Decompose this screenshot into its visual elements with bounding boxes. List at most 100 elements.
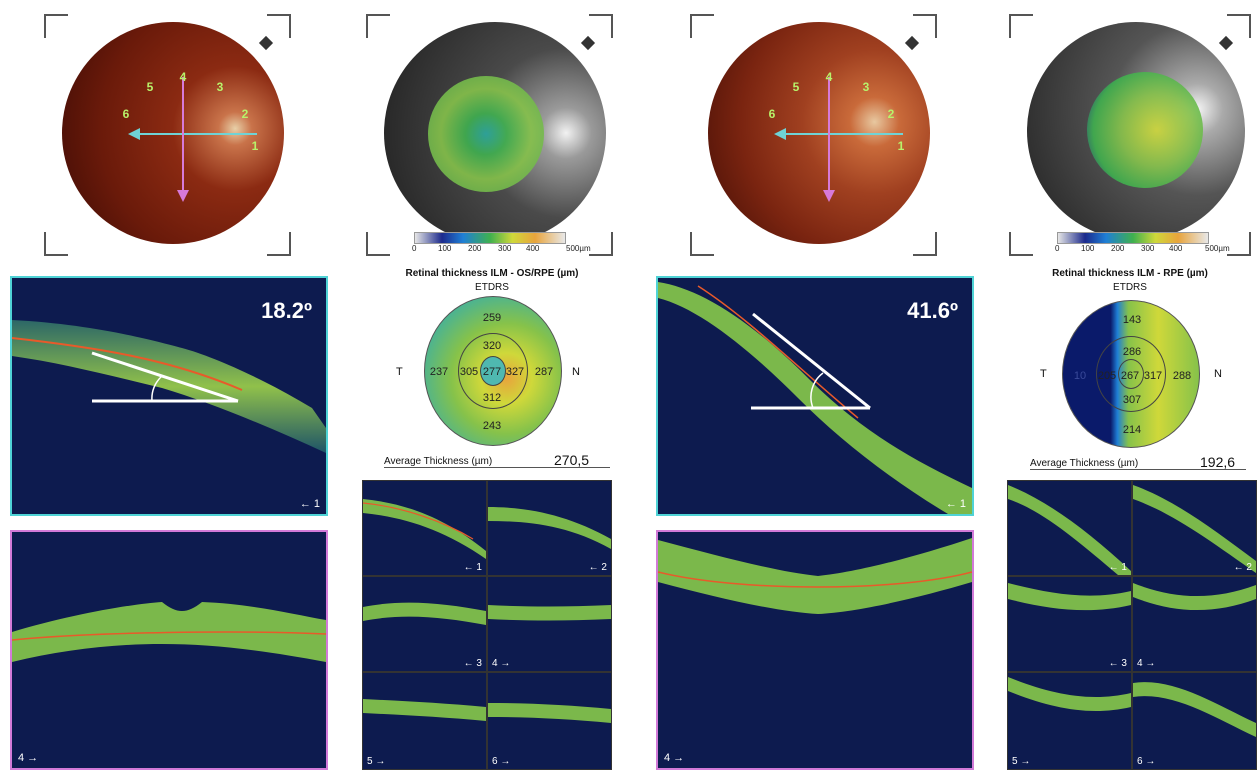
frame-corner [1227,14,1251,38]
etdrs-outer-nasal: 288 [1172,370,1192,382]
oct-thumb-6[interactable]: 6 → [488,673,611,769]
etdrs-outer-temporal: 10 [1073,370,1087,382]
etdrs-inner-ring [1096,336,1166,412]
scan-number: 5 → [367,756,386,767]
fundus-scan-label: 2 [241,107,249,121]
temporal-label: T [1040,368,1047,380]
fundus-scan-label: 3 [862,80,870,94]
frame-corner [589,14,613,38]
oct-scan-vertical-right: 4 → [656,530,974,770]
thickness-overlay [428,76,544,192]
nasal-label: N [1214,368,1222,380]
etdrs-center: 277 [482,366,502,378]
frame-corner [267,14,291,38]
oct-thumb-3[interactable]: ← 3 [363,577,486,671]
scan-angle-value: 18.2º [261,298,312,323]
frame-corner [366,14,390,38]
scan-number: 4 → [18,752,39,764]
etdrs-inner-inferior: 312 [482,392,502,404]
etdrs-center-ring [480,356,506,386]
oct-thumb-5[interactable]: 5 → [363,673,486,769]
oct-thumb-1[interactable]: ← 1 [363,481,486,575]
scan-number: 4 → [664,752,685,764]
scale-tick: 200 [468,244,482,253]
fundus-scan-label: 6 [122,107,130,121]
average-thickness-value: 270,5 [554,452,590,468]
oct-thumb-3[interactable]: ← 3 [1008,577,1131,671]
oct-thumb-2[interactable]: ← 2 [1133,481,1256,575]
oct-bscan [12,602,326,662]
frame-corner [1227,232,1251,256]
etdrs-inner-superior: 320 [482,340,502,352]
oct-bscan [12,320,326,453]
etdrs-title: Retinal thickness ILM - OS/RPE (µm) [405,268,579,279]
frame-corner [913,14,937,38]
fundus-image: 5 4 3 6 2 1 [708,22,930,244]
oct-thumb-6[interactable]: 6 → [1133,673,1256,769]
etdrs-outer-inferior: 243 [482,420,502,432]
etdrs-outer-inferior: 214 [1122,424,1142,436]
nasal-label: N [572,366,580,378]
scale-tick: 400 [526,244,540,253]
etdrs-outer-superior: 259 [482,312,502,324]
orientation-marker [1218,35,1234,51]
thickness-map-fundus-right: 0 100 200 300 400 500µm [1005,10,1255,260]
oct-thumb-4[interactable]: 4 → [488,577,611,671]
thickness-map-fundus-left: 0 100 200 300 400 500µm [362,10,617,260]
fundus-overlay [128,77,257,202]
fundus-image [1027,22,1245,240]
fundus-scan-label: 6 [768,107,776,121]
scale-tick: 500µm [566,244,591,253]
etdrs-center-ring [1118,359,1144,389]
etdrs-inner-temporal: 305 [459,366,479,378]
frame-corner [1009,232,1033,256]
orientation-marker [904,35,920,51]
scan-number: ← 2 [1233,562,1252,573]
scan-number: 4 → [1137,658,1156,669]
etdrs-outer-nasal: 287 [534,366,554,378]
average-thickness-label: Average Thickness (µm) [384,456,610,468]
orientation-marker [258,35,274,51]
oct-scan-vertical-left: 4 → [10,530,328,770]
etdrs-inner-ring [458,333,528,409]
oct-scan-horizontal-right: 41.6º ← 1 [656,276,974,516]
fundus-photo-right: 5 4 3 6 2 1 [686,10,941,260]
frame-corner [267,232,291,256]
oct-bscan [658,538,972,614]
scan-number: 6 → [492,756,511,767]
etdrs-outer-superior: 143 [1122,314,1142,326]
scan-number: ← 3 [1108,658,1127,669]
scale-tick: 300 [1141,244,1155,253]
scan-number: 5 → [1012,756,1031,767]
frame-corner [913,232,937,256]
etdrs-inner-nasal: 327 [505,366,525,378]
scale-tick: 400 [1169,244,1183,253]
oct-thumb-4[interactable]: 4 → [1133,577,1256,671]
fundus-scan-label: 3 [216,80,224,94]
temporal-label: T [396,366,403,378]
etdrs-inner-nasal: 317 [1143,370,1163,382]
oct-bscan [658,282,972,514]
oct-thumb-1[interactable]: ← 1 [1008,481,1131,575]
scan-number: 4 → [492,658,511,669]
oct-scan-horizontal-left: 18.2º ← 1 [10,276,328,516]
fundus-image [384,22,606,244]
oct-thumb-5[interactable]: 5 → [1008,673,1131,769]
fundus-overlay [774,77,903,202]
scale-tick: 200 [1111,244,1125,253]
scan-number: ← 1 [945,498,966,510]
average-thickness-value: 192,6 [1200,454,1236,470]
oct-thumb-2[interactable]: ← 2 [488,481,611,575]
average-thickness-label: Average Thickness (µm) [1030,458,1246,470]
scale-tick: 500µm [1205,244,1230,253]
fundus-image: 5 4 3 6 2 1 [62,22,284,244]
scale-tick: 100 [438,244,452,253]
fundus-scan-label: 1 [251,139,259,153]
etdrs-map-left: 259 320 237 305 277 327 287 312 243 [424,296,562,446]
frame-corner [366,232,390,256]
frame-corner [690,14,714,38]
scale-tick: 0 [1055,244,1060,253]
etdrs-subtitle: ETDRS [1113,282,1147,293]
scale-tick: 300 [498,244,512,253]
oct-scan-grid-right: ← 1 ← 2 ← 3 4 → 5 → 6 → [1007,480,1257,770]
